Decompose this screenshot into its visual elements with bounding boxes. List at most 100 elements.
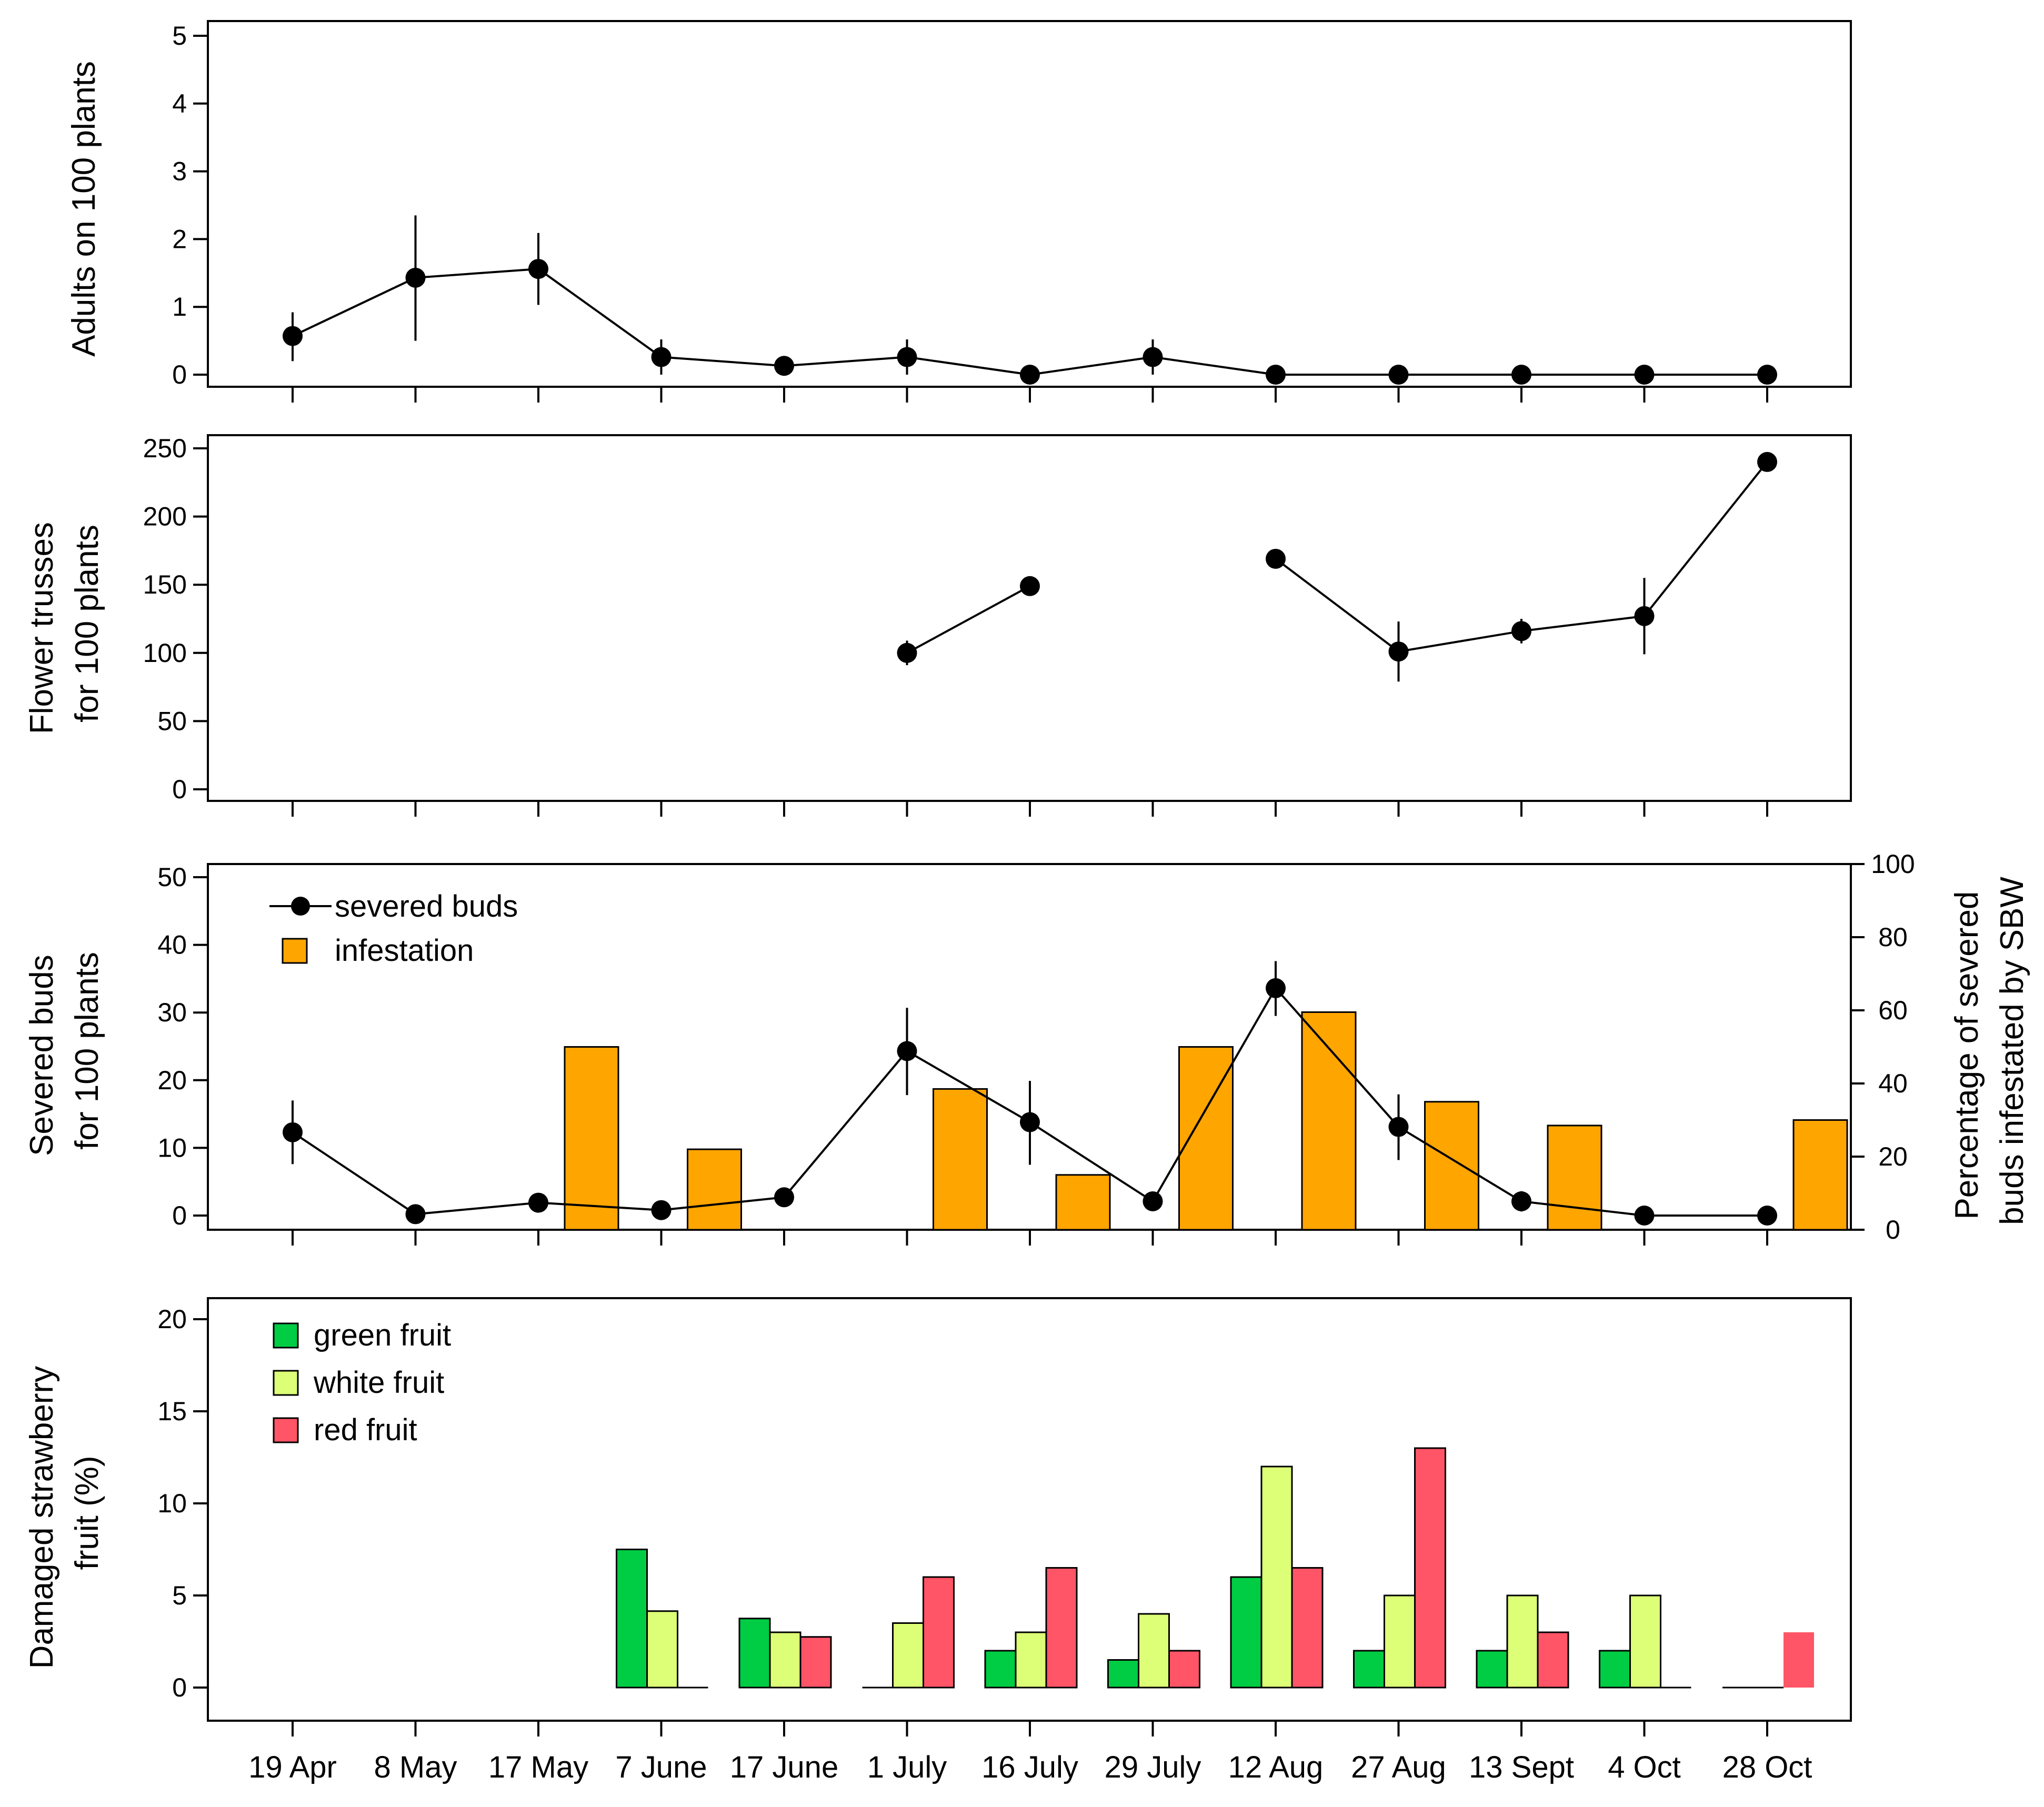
severed-marks [283, 961, 1848, 1246]
trusses-point-12 [1757, 451, 1777, 472]
legend-infestation-swatch [282, 938, 308, 964]
trusses-y-tick-label-2: 100 [143, 638, 187, 668]
date-label-4: 17 June [730, 1750, 838, 1784]
adults-point-4 [774, 356, 794, 376]
fruit-bar-2-7 [1168, 1650, 1200, 1689]
adults-y-tick-label-5: 5 [172, 21, 187, 51]
severed-point-5 [897, 1041, 917, 1061]
fruit-bar-0-10 [1476, 1650, 1508, 1689]
severed-point-9 [1388, 1117, 1409, 1137]
fruit-bar-1-11 [1629, 1594, 1661, 1689]
panel-adults: 0 1 2 3 4 5 Adults on 100 plants [66, 20, 1852, 403]
severed-y-axis-title: Severed buds for 100 plants [24, 946, 105, 1156]
trusses-y-axis-title-line-1: Flower trusses [24, 522, 60, 734]
adults-point-8 [1266, 365, 1286, 385]
severed-point-8 [1266, 978, 1286, 998]
adults-y-tick-label-2: 2 [172, 224, 187, 254]
date-label-11: 4 Oct [1608, 1750, 1681, 1784]
fruit-y-tick-label-3: 15 [157, 1397, 187, 1426]
severed-y-tick-labels: 0 10 20 30 40 50 [157, 862, 209, 1230]
x-axis-date-labels: 19 Apr 8 May 17 May 7 June 17 June 1 July 16 J… [248, 1750, 1812, 1784]
fruit-bar-2-5 [923, 1576, 955, 1689]
trusses-y-tick-label-3: 150 [143, 570, 187, 599]
fruit-bar-1-6 [1015, 1631, 1047, 1689]
trusses-y-tick-label-0: 0 [172, 775, 187, 804]
legend-red-fruit-label: red fruit [314, 1413, 417, 1447]
legend-severed-buds-label: severed buds [335, 889, 518, 923]
infestation-bar-5 [933, 1088, 988, 1231]
date-label-12: 28 Oct [1722, 1750, 1812, 1784]
date-label-6: 16 July [981, 1750, 1078, 1784]
severed-point-7 [1143, 1191, 1163, 1211]
severed-right-y-axis-title: Percentage of severed buds infestated by… [1949, 877, 2030, 1225]
infestation-bar-8 [1301, 1011, 1357, 1231]
severed-y-tick-label-5: 50 [157, 862, 187, 892]
panel-fruit: 0 5 10 15 20 Damaged strawberry fruit (%) gr… [24, 1297, 1852, 1736]
fruit-bar-1-7 [1138, 1613, 1170, 1689]
adults-point-7 [1143, 347, 1163, 367]
date-label-9: 27 Aug [1351, 1750, 1446, 1784]
severed-point-11 [1634, 1206, 1655, 1226]
adults-point-5 [897, 347, 917, 367]
fruit-y-tick-label-1: 5 [172, 1581, 187, 1610]
severed-right-y-axis-title-line-1: Percentage of severed [1949, 891, 1985, 1220]
fruit-bar-1-5 [892, 1622, 924, 1689]
adults-y-axis-title-line-1: Adults on 100 plants [66, 61, 102, 357]
infestation-bar-12 [1792, 1119, 1848, 1231]
date-label-7: 29 July [1105, 1750, 1201, 1784]
legend-green-fruit-swatch [273, 1322, 299, 1349]
legend-severed-buds-marker [291, 897, 310, 916]
trusses-y-tick-label-5: 250 [143, 434, 187, 463]
adults-marks [283, 215, 1777, 403]
severed-point-6 [1020, 1112, 1040, 1132]
adults-point-9 [1388, 365, 1409, 385]
adults-point-3 [651, 347, 672, 367]
severed-point-4 [774, 1187, 794, 1208]
trusses-y-tick-label-1: 50 [157, 706, 187, 736]
severed-point-1 [405, 1204, 426, 1224]
infestation-bar-6 [1055, 1174, 1111, 1231]
infestation-bar-2 [564, 1046, 619, 1231]
severed-point-10 [1511, 1191, 1531, 1211]
adults-y-tick-label-4: 4 [172, 89, 187, 118]
fruit-y-tick-label-2: 10 [157, 1489, 187, 1518]
severed-point-0 [283, 1122, 303, 1142]
severed-y-axis-title-line-1: Severed buds [24, 955, 60, 1156]
panel-severed: 0 10 20 30 40 50 0 20 40 60 80 100 Severed buds fo… [24, 849, 2030, 1246]
fruit-y-tick-label-0: 0 [172, 1673, 187, 1702]
adults-point-2 [528, 259, 548, 279]
trusses-point-9 [1388, 641, 1409, 662]
fruit-bar-0-6 [984, 1650, 1017, 1689]
fruit-bar-2-10 [1537, 1631, 1569, 1689]
trusses-point-5 [897, 643, 917, 663]
fruit-bar-2-9 [1414, 1447, 1446, 1689]
severed-right-y-tick-label-0: 0 [1886, 1215, 1900, 1244]
fruit-y-axis-title-line-2: fruit (%) [69, 1456, 105, 1570]
date-label-2: 17 May [488, 1750, 588, 1784]
adults-y-tick-label-0: 0 [172, 360, 187, 389]
adults-y-axis-title: Adults on 100 plants [66, 61, 102, 357]
severed-right-y-tick-label-4: 80 [1878, 922, 1908, 952]
legend-white-fruit-swatch [273, 1370, 299, 1396]
severed-y-tick-label-4: 40 [157, 930, 187, 960]
legend-red-fruit-swatch [273, 1417, 299, 1443]
severed-right-y-tick-labels: 0 20 40 60 80 100 [1851, 849, 1915, 1244]
fruit-y-axis-title: Damaged strawberry fruit (%) [24, 1357, 105, 1669]
adults-y-tick-labels: 0 1 2 3 4 5 [172, 21, 209, 389]
fruit-bar-0-8 [1230, 1576, 1263, 1689]
fruit-bar-2-12 [1784, 1632, 1814, 1688]
fruit-y-tick-label-4: 20 [157, 1304, 187, 1334]
fruit-bar-0-9 [1353, 1650, 1385, 1689]
adults-point-10 [1511, 365, 1531, 385]
fruit-bar-2-4 [799, 1636, 832, 1689]
trusses-y-axis-title: Flower trusses for 100 plants [24, 513, 105, 734]
severed-right-y-tick-label-2: 40 [1878, 1069, 1908, 1098]
severed-y-axis-title-line-2: for 100 plants [69, 952, 105, 1150]
fruit-marks [292, 1447, 1814, 1736]
adults-y-tick-label-3: 3 [172, 157, 187, 186]
fruit-bar-2-6 [1045, 1567, 1078, 1689]
fruit-bar-0-7 [1107, 1659, 1139, 1689]
infestation-bar-7 [1178, 1046, 1234, 1231]
legend-white-fruit-label: white fruit [313, 1366, 444, 1400]
